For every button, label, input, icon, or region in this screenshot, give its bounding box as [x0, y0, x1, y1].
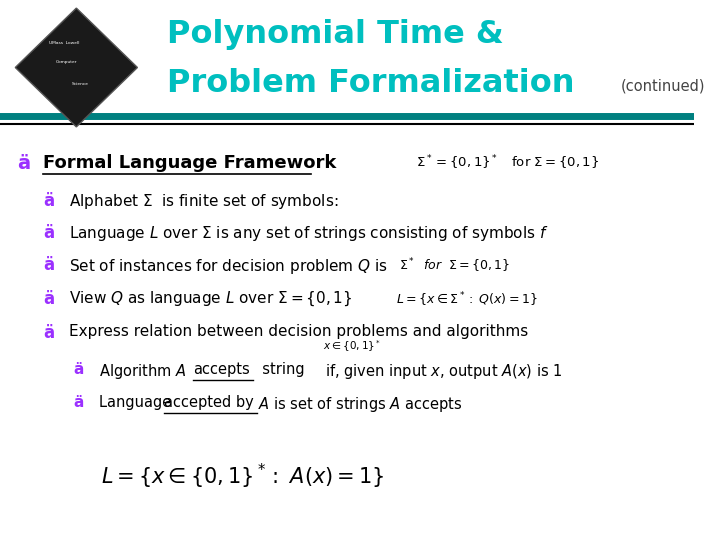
Polygon shape	[15, 8, 138, 127]
Text: Science: Science	[71, 82, 89, 86]
Text: ä: ä	[43, 192, 54, 210]
Text: View $Q$ as language $L$ over $\Sigma = \{0,1\}$: View $Q$ as language $L$ over $\Sigma = …	[69, 290, 353, 308]
Text: Polynomial Time &: Polynomial Time &	[166, 19, 503, 50]
Text: ä: ä	[73, 362, 84, 377]
Text: accepts: accepts	[193, 362, 250, 377]
Text: Computer: Computer	[55, 60, 77, 64]
Text: ä: ä	[73, 395, 84, 410]
Text: string: string	[253, 362, 305, 377]
Text: $L = \{x \in \Sigma^* :\ Q(x) = 1\}$: $L = \{x \in \Sigma^* :\ Q(x) = 1\}$	[395, 290, 537, 308]
Text: Express relation between decision problems and algorithms: Express relation between decision proble…	[69, 324, 528, 339]
Text: if, given input $x$, output $A(x)$ is 1: if, given input $x$, output $A(x)$ is 1	[325, 362, 562, 381]
Text: $\Sigma^* = \{0,1\}^*$   for $\Sigma = \{0,1\}$: $\Sigma^* = \{0,1\}^*$ for $\Sigma = \{0…	[416, 154, 600, 172]
Text: $x \in \{0,1\}^*$: $x \in \{0,1\}^*$	[323, 338, 381, 354]
Text: accepted by: accepted by	[164, 395, 254, 410]
Text: ä: ä	[43, 224, 54, 242]
Text: Alphabet $\Sigma$  is finite set of symbols:: Alphabet $\Sigma$ is finite set of symbo…	[69, 192, 339, 211]
Text: ä: ä	[43, 324, 54, 342]
Text: ä: ä	[43, 256, 54, 274]
Text: $\Sigma^*$  $\mathit{for}$  $\Sigma = \{0,1\}$: $\Sigma^*$ $\mathit{for}$ $\Sigma = \{0,…	[399, 256, 510, 275]
Text: (continued): (continued)	[621, 78, 706, 93]
Text: ä: ä	[43, 290, 54, 308]
Text: Language: Language	[99, 395, 181, 410]
Text: $L = \{x \in \{0,1\}^* :\ A(x) = 1\}$: $L = \{x \in \{0,1\}^* :\ A(x) = 1\}$	[102, 462, 384, 491]
Text: Set of instances for decision problem $Q$ is: Set of instances for decision problem $Q…	[69, 256, 388, 275]
Text: Algorithm $A$: Algorithm $A$	[99, 362, 192, 381]
Text: UMass  Lowell: UMass Lowell	[48, 41, 79, 45]
Text: ä: ä	[17, 154, 30, 173]
Text: Formal Language Framework: Formal Language Framework	[43, 154, 336, 172]
Text: $A$ is set of strings $A$ accepts: $A$ is set of strings $A$ accepts	[258, 395, 463, 414]
Text: Problem Formalization: Problem Formalization	[166, 68, 574, 98]
Text: Language $L$ over $\Sigma$ is any set of strings consisting of symbols $\mathit{: Language $L$ over $\Sigma$ is any set of…	[69, 224, 549, 243]
